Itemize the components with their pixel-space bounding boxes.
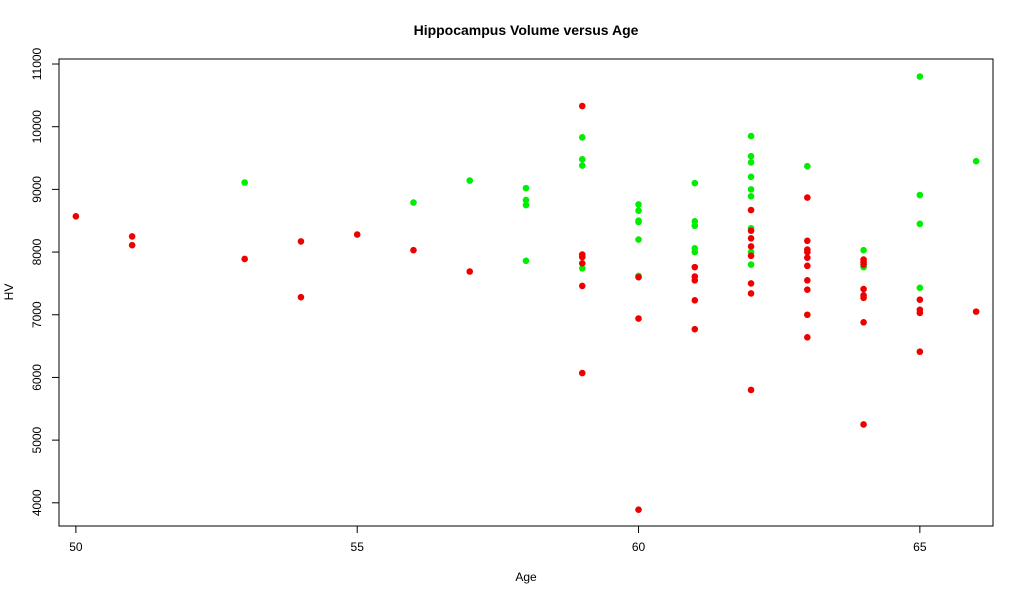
data-point	[972, 157, 980, 165]
data-point	[578, 102, 586, 110]
data-point	[297, 238, 305, 245]
data-point	[691, 179, 699, 187]
data-point	[804, 334, 811, 341]
data-point	[241, 255, 248, 263]
data-point	[860, 294, 867, 302]
data-point	[691, 276, 699, 284]
data-point	[297, 293, 305, 301]
data-point	[578, 282, 586, 290]
data-point	[916, 296, 924, 304]
plot-frame	[58, 58, 994, 527]
data-point	[747, 234, 755, 242]
data-point	[860, 261, 867, 268]
data-point	[578, 162, 586, 169]
data-point	[747, 280, 755, 287]
data-point	[916, 284, 924, 292]
data-point	[747, 386, 755, 394]
x-tick-label: 50	[69, 540, 83, 554]
data-points	[72, 73, 980, 514]
data-point	[804, 286, 811, 293]
data-point	[410, 246, 417, 254]
data-point	[916, 73, 924, 80]
data-point	[128, 241, 136, 249]
data-point	[860, 285, 867, 293]
data-point	[691, 297, 699, 304]
data-point	[72, 213, 80, 220]
data-point	[804, 237, 811, 245]
x-tick-label: 60	[632, 540, 646, 554]
data-point	[747, 152, 755, 160]
y-tick-label: 8000	[30, 238, 44, 265]
data-point	[635, 236, 642, 243]
data-point	[578, 134, 586, 141]
x-tick-label: 65	[913, 540, 927, 554]
y-tick-label: 7000	[30, 301, 44, 328]
data-point	[691, 248, 699, 256]
data-point	[522, 196, 530, 204]
data-point	[747, 206, 755, 214]
data-point	[635, 207, 642, 214]
chart-title: Hippocampus Volume versus Age	[414, 22, 639, 38]
data-point	[804, 276, 811, 284]
data-point	[635, 201, 642, 208]
y-tick-label: 4000	[30, 489, 44, 516]
data-point	[691, 325, 699, 333]
data-point	[353, 231, 361, 238]
x-axis-label: Age	[515, 570, 537, 584]
data-point	[972, 308, 980, 315]
data-point	[804, 162, 811, 170]
data-point	[804, 248, 811, 256]
data-point	[635, 506, 642, 514]
data-point	[747, 173, 755, 181]
data-point	[747, 261, 755, 268]
data-point	[747, 243, 755, 250]
data-point	[747, 186, 755, 193]
data-point	[635, 273, 642, 281]
data-point	[804, 262, 811, 270]
data-point	[578, 155, 586, 163]
data-point	[747, 192, 755, 200]
data-point	[522, 201, 530, 209]
data-point	[578, 369, 586, 377]
y-tick-label: 5000	[30, 426, 44, 453]
data-point	[578, 265, 586, 272]
data-point	[747, 290, 755, 297]
data-point	[860, 421, 867, 428]
data-point	[747, 227, 755, 235]
y-tick-label: 10000	[30, 110, 44, 144]
data-point	[466, 177, 474, 184]
data-point	[522, 184, 530, 192]
data-point	[860, 246, 867, 254]
y-axis: 4000 5000 6000 7000 8000 9000 10000 11000	[30, 47, 59, 516]
data-point	[916, 348, 924, 356]
data-point	[466, 268, 474, 275]
data-point	[747, 252, 755, 260]
data-point	[804, 311, 811, 319]
data-point	[916, 220, 924, 228]
x-axis: 50 55 60 65	[69, 526, 927, 554]
y-tick-label: 11000	[30, 47, 44, 80]
data-point	[804, 254, 811, 262]
y-tick-label: 9000	[30, 176, 44, 203]
x-tick-label: 55	[351, 540, 365, 554]
data-point	[522, 257, 530, 265]
data-point	[578, 253, 586, 261]
data-point	[635, 315, 642, 322]
data-point	[747, 132, 755, 140]
data-point	[578, 260, 586, 267]
data-point	[410, 199, 417, 206]
data-point	[635, 218, 642, 226]
data-point	[916, 309, 924, 317]
data-point	[128, 233, 136, 240]
data-point	[860, 318, 867, 326]
y-tick-label: 6000	[30, 364, 44, 391]
data-point	[241, 179, 248, 186]
y-axis-label: HV	[2, 284, 16, 301]
data-point	[916, 191, 924, 199]
data-point	[747, 159, 755, 166]
data-point	[804, 194, 811, 201]
data-point	[691, 222, 699, 230]
data-point	[691, 263, 699, 271]
